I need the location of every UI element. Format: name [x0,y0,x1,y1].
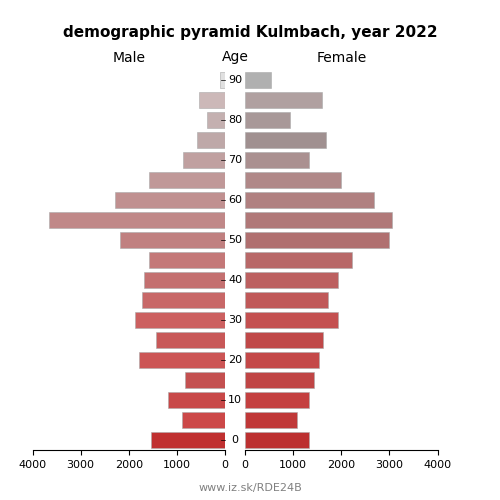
Text: 90: 90 [228,75,242,85]
Bar [245,352,318,368]
Text: Male: Male [112,50,145,64]
Bar [245,152,309,168]
Bar [207,112,225,128]
Bar [144,272,225,288]
Bar [184,372,225,388]
Text: www.iz.sk/RDE24B: www.iz.sk/RDE24B [198,482,302,492]
Bar [245,212,392,228]
Bar [245,372,314,388]
Bar [149,172,225,188]
Bar [120,232,225,248]
Bar [139,352,225,368]
Bar [168,392,225,408]
Text: 70: 70 [228,155,242,165]
Bar [245,432,309,448]
Text: 50: 50 [228,235,242,245]
Bar [245,72,271,88]
Bar [183,152,225,168]
Text: Female: Female [316,50,366,64]
Bar [245,172,341,188]
Bar [196,132,225,148]
Bar [245,192,374,208]
Bar [156,332,225,348]
Text: 60: 60 [228,195,242,205]
Text: 10: 10 [228,395,242,405]
Text: demographic pyramid Kulmbach, year 2022: demographic pyramid Kulmbach, year 2022 [62,25,438,40]
Bar [245,272,338,288]
Bar [116,192,225,208]
Bar [200,92,225,108]
Bar [245,112,290,128]
Bar [245,312,338,328]
Bar [152,432,225,448]
Bar [245,132,326,148]
Bar [182,412,225,428]
Text: Age: Age [222,50,248,64]
Text: 20: 20 [228,355,242,365]
Bar [134,312,225,328]
Bar [245,252,352,268]
Bar [142,292,225,308]
Text: 30: 30 [228,315,242,325]
Bar [245,292,328,308]
Text: 40: 40 [228,275,242,285]
Bar [245,392,309,408]
Bar [245,332,324,348]
Bar [150,252,225,268]
Bar [220,72,225,88]
Text: 0: 0 [232,435,238,445]
Bar [50,212,225,228]
Bar [245,412,298,428]
Bar [245,92,322,108]
Bar [245,232,389,248]
Text: 80: 80 [228,115,242,125]
